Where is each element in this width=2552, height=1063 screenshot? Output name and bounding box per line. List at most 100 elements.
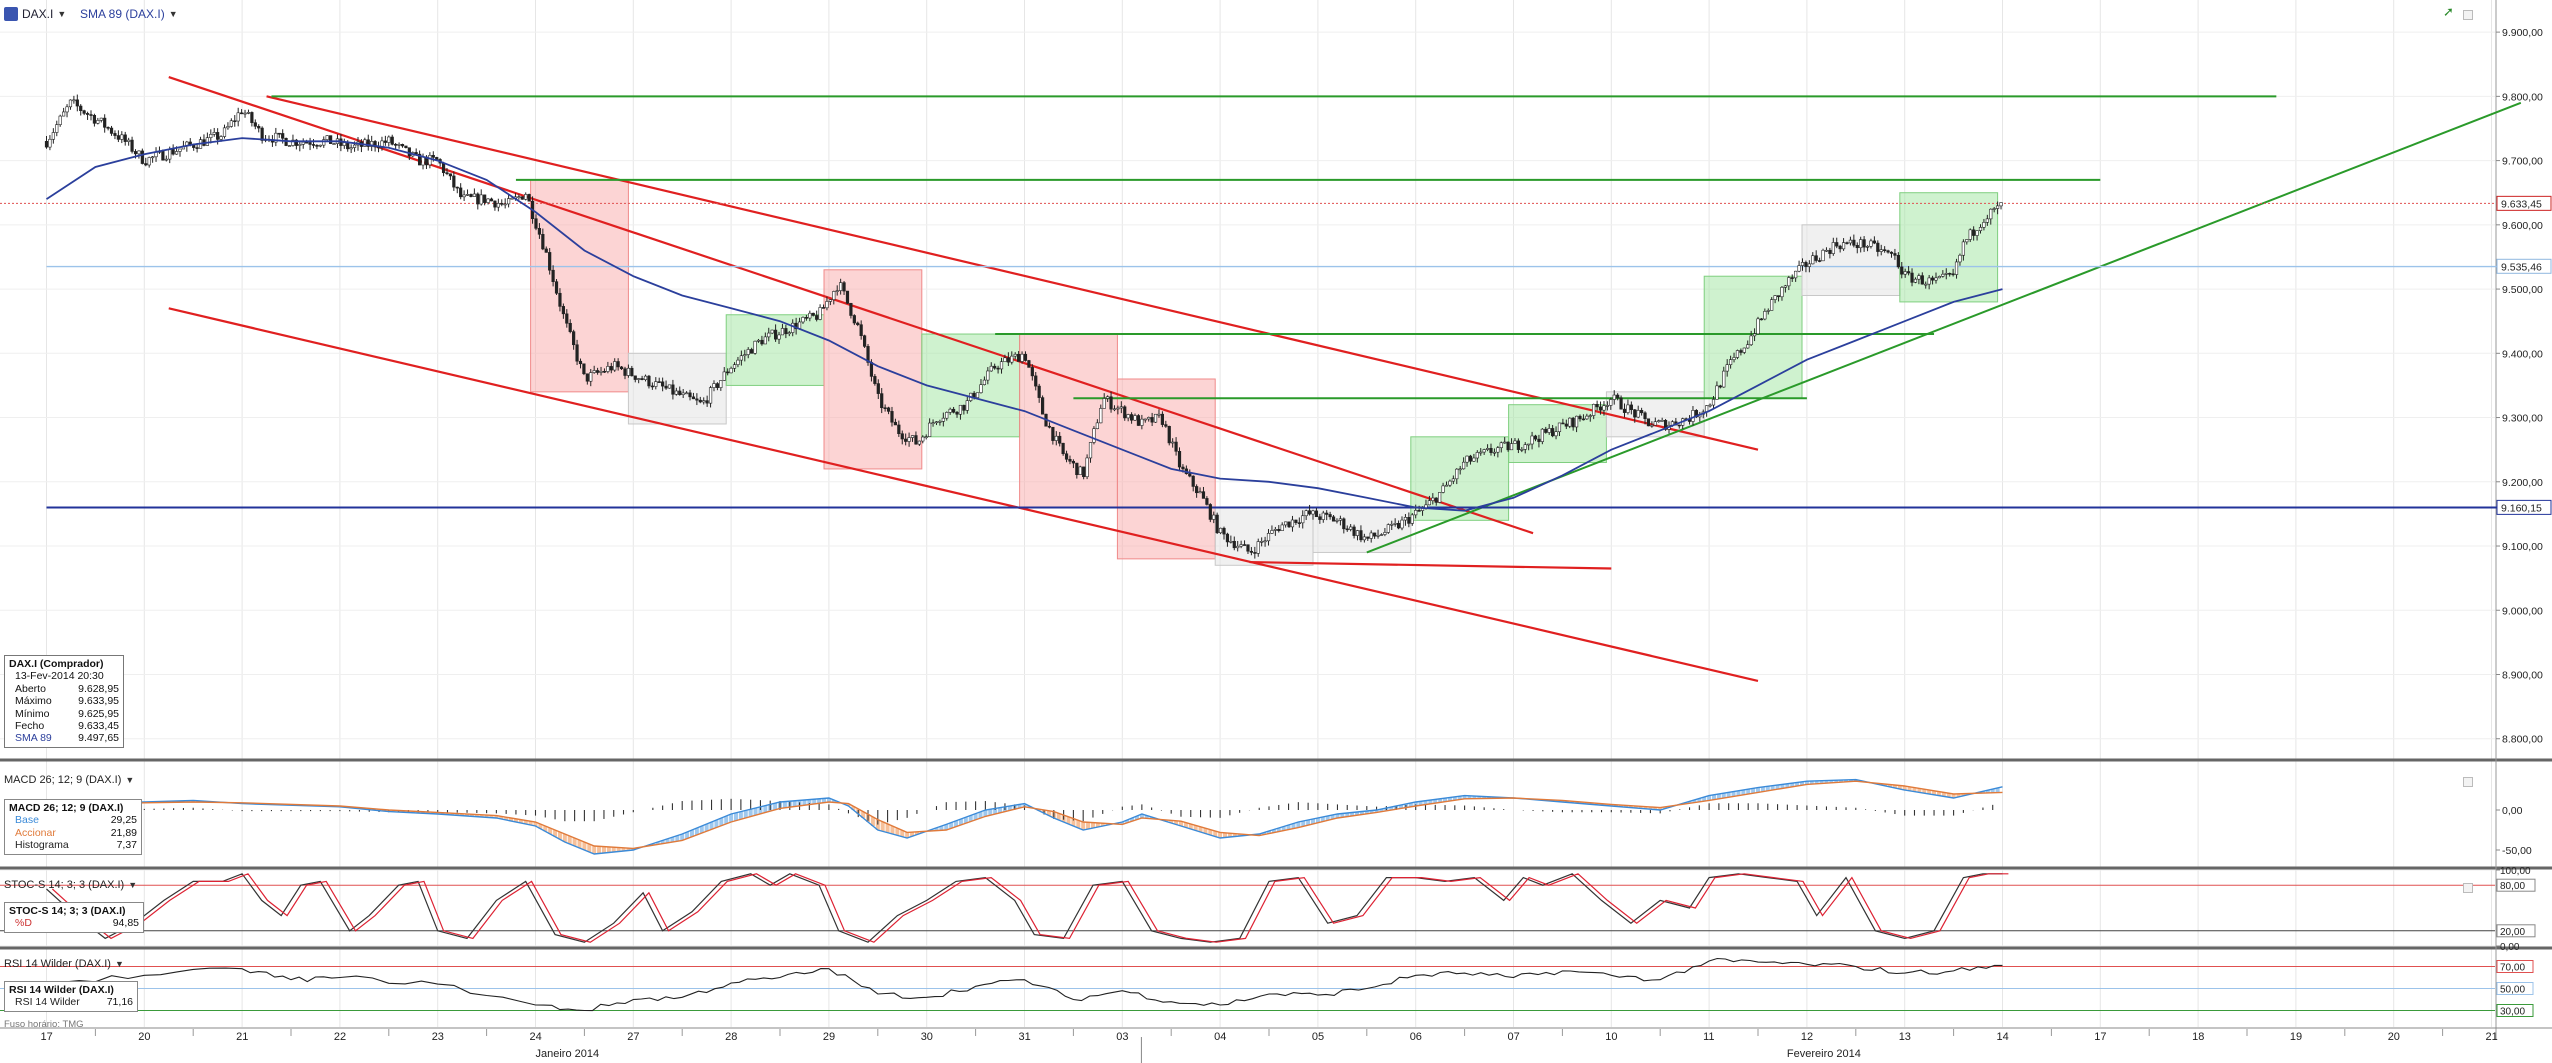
candle-body	[435, 157, 439, 160]
macd-tick-label: 0,00	[2502, 805, 2523, 817]
candle-body	[113, 133, 117, 136]
candle-body	[1752, 333, 1757, 337]
candle-body	[1492, 451, 1497, 454]
date-tick-label: 30	[921, 1031, 933, 1043]
candle-body	[729, 367, 733, 374]
candle-body	[575, 344, 579, 362]
candle-body	[784, 328, 788, 335]
candle-body	[133, 151, 138, 155]
candle-body	[818, 307, 822, 320]
candle-body	[222, 127, 227, 137]
candle-body	[346, 142, 350, 150]
candle-body	[1249, 550, 1253, 553]
candle-body	[1663, 420, 1668, 430]
candle-body	[1119, 406, 1123, 409]
date-tick-label: 31	[1019, 1031, 1031, 1043]
candle-body	[1722, 370, 1726, 388]
candle-body	[1318, 516, 1322, 520]
candle-body	[1068, 458, 1072, 462]
candle-body	[1944, 273, 1948, 275]
candle-body	[554, 281, 559, 294]
month-label: Fevereiro 2014	[1787, 1048, 1861, 1060]
candle-body	[1451, 478, 1455, 482]
candle-body	[1133, 415, 1137, 421]
candle-body	[845, 290, 850, 304]
pane-options-icon[interactable]	[2463, 10, 2473, 20]
candle-body	[1157, 413, 1161, 416]
candle-body	[907, 437, 911, 442]
candle-body	[291, 139, 295, 146]
candle-body	[537, 228, 542, 235]
candle-body	[1403, 517, 1408, 521]
rsi-pane-selector[interactable]: RSI 14 Wilder (DAX.I) ▼	[4, 958, 124, 970]
candle-body	[1626, 404, 1630, 413]
candle-body	[852, 315, 856, 324]
candle-body	[308, 142, 312, 145]
candle-body	[897, 424, 901, 435]
candle-body	[661, 381, 665, 387]
candle-body	[233, 120, 237, 123]
legend-row-label: Base	[15, 814, 39, 827]
candle-body	[1242, 544, 1247, 546]
candle-body	[1770, 299, 1774, 311]
candle-body	[773, 329, 778, 340]
candle-body	[1051, 426, 1055, 441]
candle-body	[849, 302, 853, 316]
candle-body	[1198, 491, 1202, 494]
candle-body	[99, 117, 103, 121]
candle-body	[695, 398, 699, 401]
candle-body	[596, 370, 600, 373]
legend-row: Histograma 7,37	[9, 839, 137, 851]
candle-body	[1917, 275, 1921, 280]
candle-body	[1260, 541, 1264, 543]
candle-body	[178, 148, 182, 152]
price-tick-label: 9.100,00	[2502, 541, 2543, 553]
candle-body	[650, 385, 654, 388]
indicator-label: SMA 89 (DAX.I)	[80, 7, 165, 21]
candle-body	[1561, 422, 1565, 425]
legend-row-value: 29,25	[110, 814, 137, 827]
candle-body	[1287, 521, 1291, 528]
stoch-level-box	[2496, 924, 2536, 938]
macd-signal-line	[46, 780, 2003, 850]
macd-pane-selector[interactable]: MACD 26; 12; 9 (DAX.I) ▼	[4, 774, 134, 786]
candle-body	[1153, 413, 1158, 423]
pane-options-icon[interactable]	[2463, 777, 2473, 787]
candle-body	[1920, 275, 1924, 285]
candle-body	[1835, 242, 1839, 247]
month-label: Janeiro 2014	[536, 1048, 600, 1060]
candle-body	[103, 117, 107, 128]
candle-body	[1872, 240, 1876, 244]
candle-body	[1479, 451, 1483, 454]
pane-options-icon[interactable]	[2463, 883, 2473, 893]
candle-body	[407, 147, 411, 157]
date-tick-label: 17	[41, 1031, 53, 1043]
macd-pane-title: MACD 26; 12; 9 (DAX.I)	[4, 774, 122, 786]
candle-body	[1855, 244, 1859, 249]
candle-body	[1064, 453, 1069, 460]
candle-body	[880, 393, 884, 409]
candle-body	[623, 368, 627, 376]
candle-body	[1893, 253, 1897, 256]
candle-body	[527, 194, 531, 202]
candle-body	[1852, 239, 1856, 246]
candle-body	[801, 317, 805, 323]
candle-body	[147, 157, 151, 166]
candle-body	[1807, 263, 1811, 267]
candle-body	[1366, 536, 1370, 539]
candle-body	[123, 134, 127, 142]
trend-arrow-icon[interactable]: ➚	[2443, 4, 2454, 19]
stoch-pane-selector[interactable]: STOC-S 14; 3; 3 (DAX.I) ▼	[4, 879, 137, 891]
price-marker-box	[2496, 258, 2552, 274]
candle-body	[770, 329, 774, 334]
indicator-selector[interactable]: SMA 89 (DAX.I) ▼	[80, 5, 178, 23]
candle-body	[219, 136, 223, 140]
candle-body	[1468, 455, 1473, 462]
candle-body	[1794, 270, 1798, 279]
symbol-selector[interactable]: DAX.I ▼	[4, 5, 66, 23]
sma-line	[46, 137, 2003, 512]
legend-row-value: 9.628,95	[78, 682, 119, 695]
candle-body	[1434, 497, 1438, 503]
candle-body	[1999, 202, 2003, 207]
